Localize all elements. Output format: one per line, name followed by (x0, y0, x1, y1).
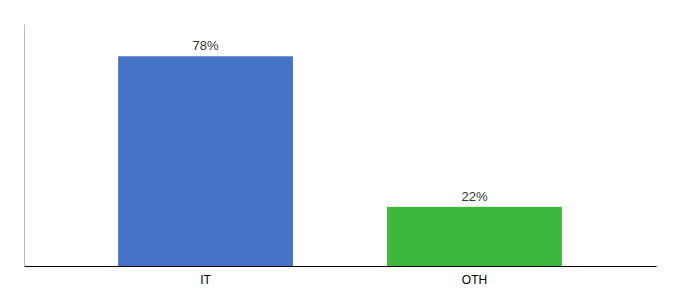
bar (118, 56, 293, 266)
data-labels: 78% 22% (193, 38, 488, 204)
data-label: 78% (193, 38, 219, 53)
x-tick: IT (200, 273, 211, 287)
chart-container: IT OTH 78% 22% (0, 0, 680, 300)
x-tick-label: OTH (462, 273, 487, 287)
bar (387, 207, 562, 266)
chart: IT OTH 78% 22% (0, 0, 680, 300)
data-label: 22% (461, 189, 487, 204)
bars (118, 56, 562, 266)
x-tick-label: IT (200, 273, 211, 287)
y-axis (24, 25, 25, 267)
y-axis-line (24, 25, 25, 267)
plot: IT OTH 78% 22% (25, 25, 657, 287)
x-axis: IT OTH (25, 267, 657, 287)
x-axis-line (25, 266, 657, 267)
x-tick: OTH (462, 273, 487, 287)
